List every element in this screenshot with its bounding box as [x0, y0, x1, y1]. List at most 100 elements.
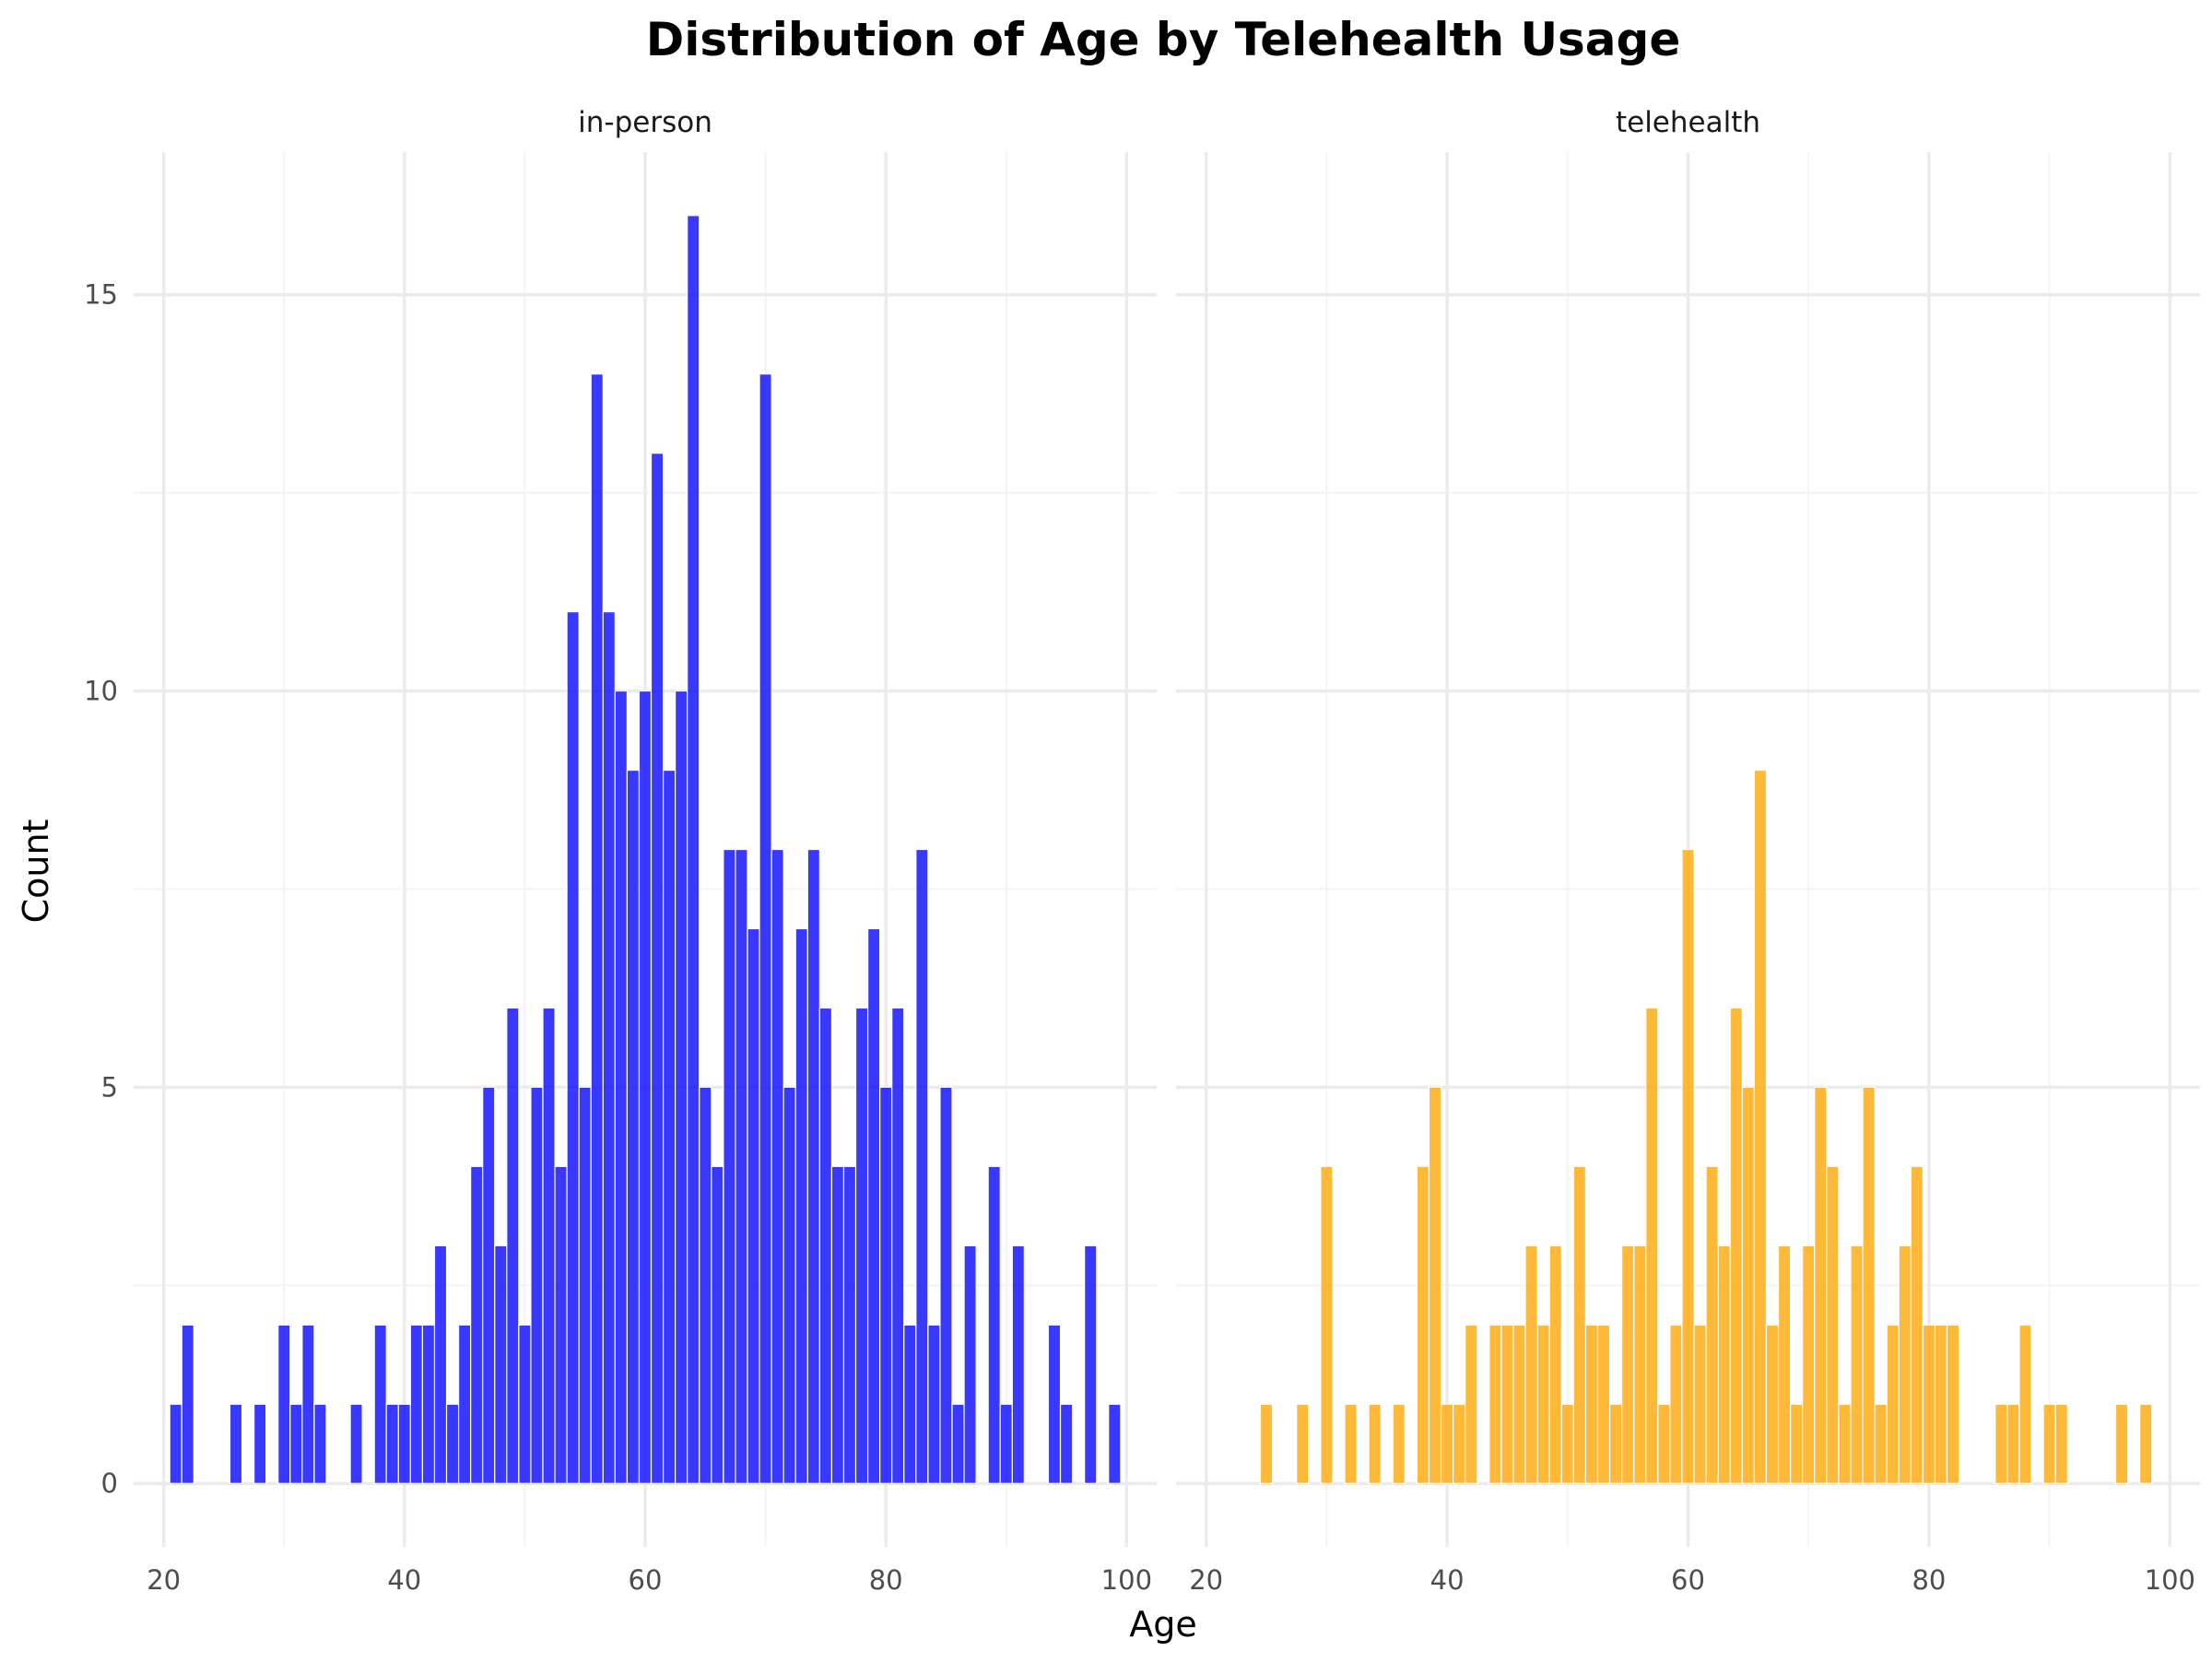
histogram-bar [397, 1403, 411, 1484]
histogram-bar [1741, 1086, 1755, 1484]
histogram-bar [2139, 1403, 2153, 1484]
x-tick-label: 80 [1912, 1564, 1946, 1596]
histogram-bar [602, 611, 616, 1484]
histogram-bar [1011, 1244, 1025, 1484]
histogram-bar [1368, 1403, 1382, 1484]
panel-strip-label: telehealth [1616, 106, 1760, 139]
histogram-bar [2006, 1403, 2020, 1484]
histogram-bar [1645, 1007, 1659, 1484]
histogram-bar [999, 1403, 1013, 1484]
histogram-bar [854, 1007, 869, 1484]
histogram-bar [1392, 1403, 1406, 1484]
histogram-bar [457, 1324, 472, 1484]
histogram-bar [723, 848, 736, 1484]
histogram-bar [373, 1324, 387, 1484]
histogram-bar [1838, 1403, 1852, 1484]
histogram-bar [1572, 1165, 1587, 1484]
histogram-bar [494, 1244, 508, 1484]
histogram-bar [1108, 1403, 1122, 1484]
histogram-bar [1946, 1324, 1960, 1484]
histogram-bar [759, 373, 772, 1484]
histogram-bar [1898, 1244, 1912, 1484]
histogram-bar [866, 927, 881, 1484]
histogram-bar [699, 1086, 712, 1484]
histogram-bar [1693, 1324, 1707, 1484]
histogram-bar [385, 1403, 399, 1484]
histogram-bar [530, 1086, 544, 1484]
histogram-bar [1850, 1244, 1864, 1484]
histogram-bar [830, 1165, 845, 1484]
histogram-bar [1802, 1244, 1816, 1484]
histogram-bar [1753, 769, 1768, 1484]
histogram-bar [891, 1007, 905, 1484]
histogram-bar [1814, 1086, 1828, 1484]
x-tick-label: 60 [1671, 1564, 1705, 1596]
y-tick-label: 15 [84, 279, 118, 311]
histogram-bar [590, 373, 604, 1484]
histogram-bar [470, 1165, 484, 1484]
x-tick-label: 20 [1189, 1564, 1223, 1596]
histogram-bar [1874, 1403, 1888, 1484]
histogram-bar [1910, 1165, 1924, 1484]
histogram-bar [818, 1007, 833, 1484]
histogram-bar [939, 1086, 953, 1484]
histogram-bar [566, 611, 580, 1484]
histogram-bar [782, 1086, 796, 1484]
x-tick-label: 60 [629, 1564, 663, 1596]
histogram-bar [313, 1403, 327, 1484]
histogram-bar [2042, 1403, 2056, 1484]
x-tick-label: 100 [1101, 1564, 1152, 1596]
y-tick-label: 0 [101, 1468, 118, 1499]
histogram-bar [1633, 1244, 1647, 1484]
panel-strip-label: in-person [578, 106, 712, 139]
histogram-bar [1717, 1244, 1731, 1484]
histogram-bar [951, 1403, 965, 1484]
histogram-bar [1596, 1324, 1611, 1484]
histogram-bar [1729, 1007, 1743, 1484]
panel-telehealth: telehealth 20 40 60 80 100 [1176, 106, 2200, 1596]
histogram-bar [542, 1007, 556, 1484]
x-tick-label: 40 [387, 1564, 421, 1596]
histogram-bar [289, 1403, 303, 1484]
histogram-bar [445, 1403, 460, 1484]
histogram-bar [2054, 1403, 2068, 1484]
histogram-bar [1862, 1086, 1876, 1484]
panel-in-person: in-person 20 40 60 80 100 0 5 10 15 [84, 106, 1157, 1596]
histogram-bar [771, 848, 784, 1484]
histogram-bar [1560, 1403, 1574, 1484]
y-axis-label: Count [16, 820, 56, 924]
histogram-bar [2114, 1403, 2129, 1484]
histogram-bar [662, 769, 677, 1484]
histogram-bar [1886, 1324, 1900, 1484]
histogram-bar [482, 1086, 496, 1484]
histogram-bar [794, 927, 808, 1484]
histogram-bar [1428, 1086, 1442, 1484]
histogram-bar [518, 1324, 532, 1484]
histogram-bar [1488, 1324, 1502, 1484]
histogram-bar [1453, 1403, 1466, 1484]
histogram-bar [1548, 1244, 1562, 1484]
histogram-bar [1922, 1324, 1936, 1484]
histogram-bar [554, 1165, 568, 1484]
histogram-bar [1705, 1165, 1719, 1484]
histogram-bar [301, 1324, 315, 1484]
histogram-bar [1296, 1403, 1310, 1484]
histogram-bar [915, 848, 929, 1484]
histogram-bar [421, 1324, 436, 1484]
histogram-bar [675, 690, 688, 1484]
histogram-bar [1934, 1324, 1948, 1484]
histogram-bar [181, 1324, 194, 1484]
histogram-bar [963, 1244, 977, 1484]
histogram-bar [1259, 1403, 1274, 1484]
histogram-bar [1621, 1244, 1635, 1484]
histogram-bar [506, 1007, 520, 1484]
histogram-bar [578, 1086, 592, 1484]
histogram-bar [349, 1403, 363, 1484]
histogram-bar [1765, 1324, 1780, 1484]
histogram-bar [650, 453, 665, 1484]
histogram-bar [1524, 1244, 1538, 1484]
histogram-bar [1059, 1403, 1074, 1484]
histogram-bar [735, 848, 748, 1484]
